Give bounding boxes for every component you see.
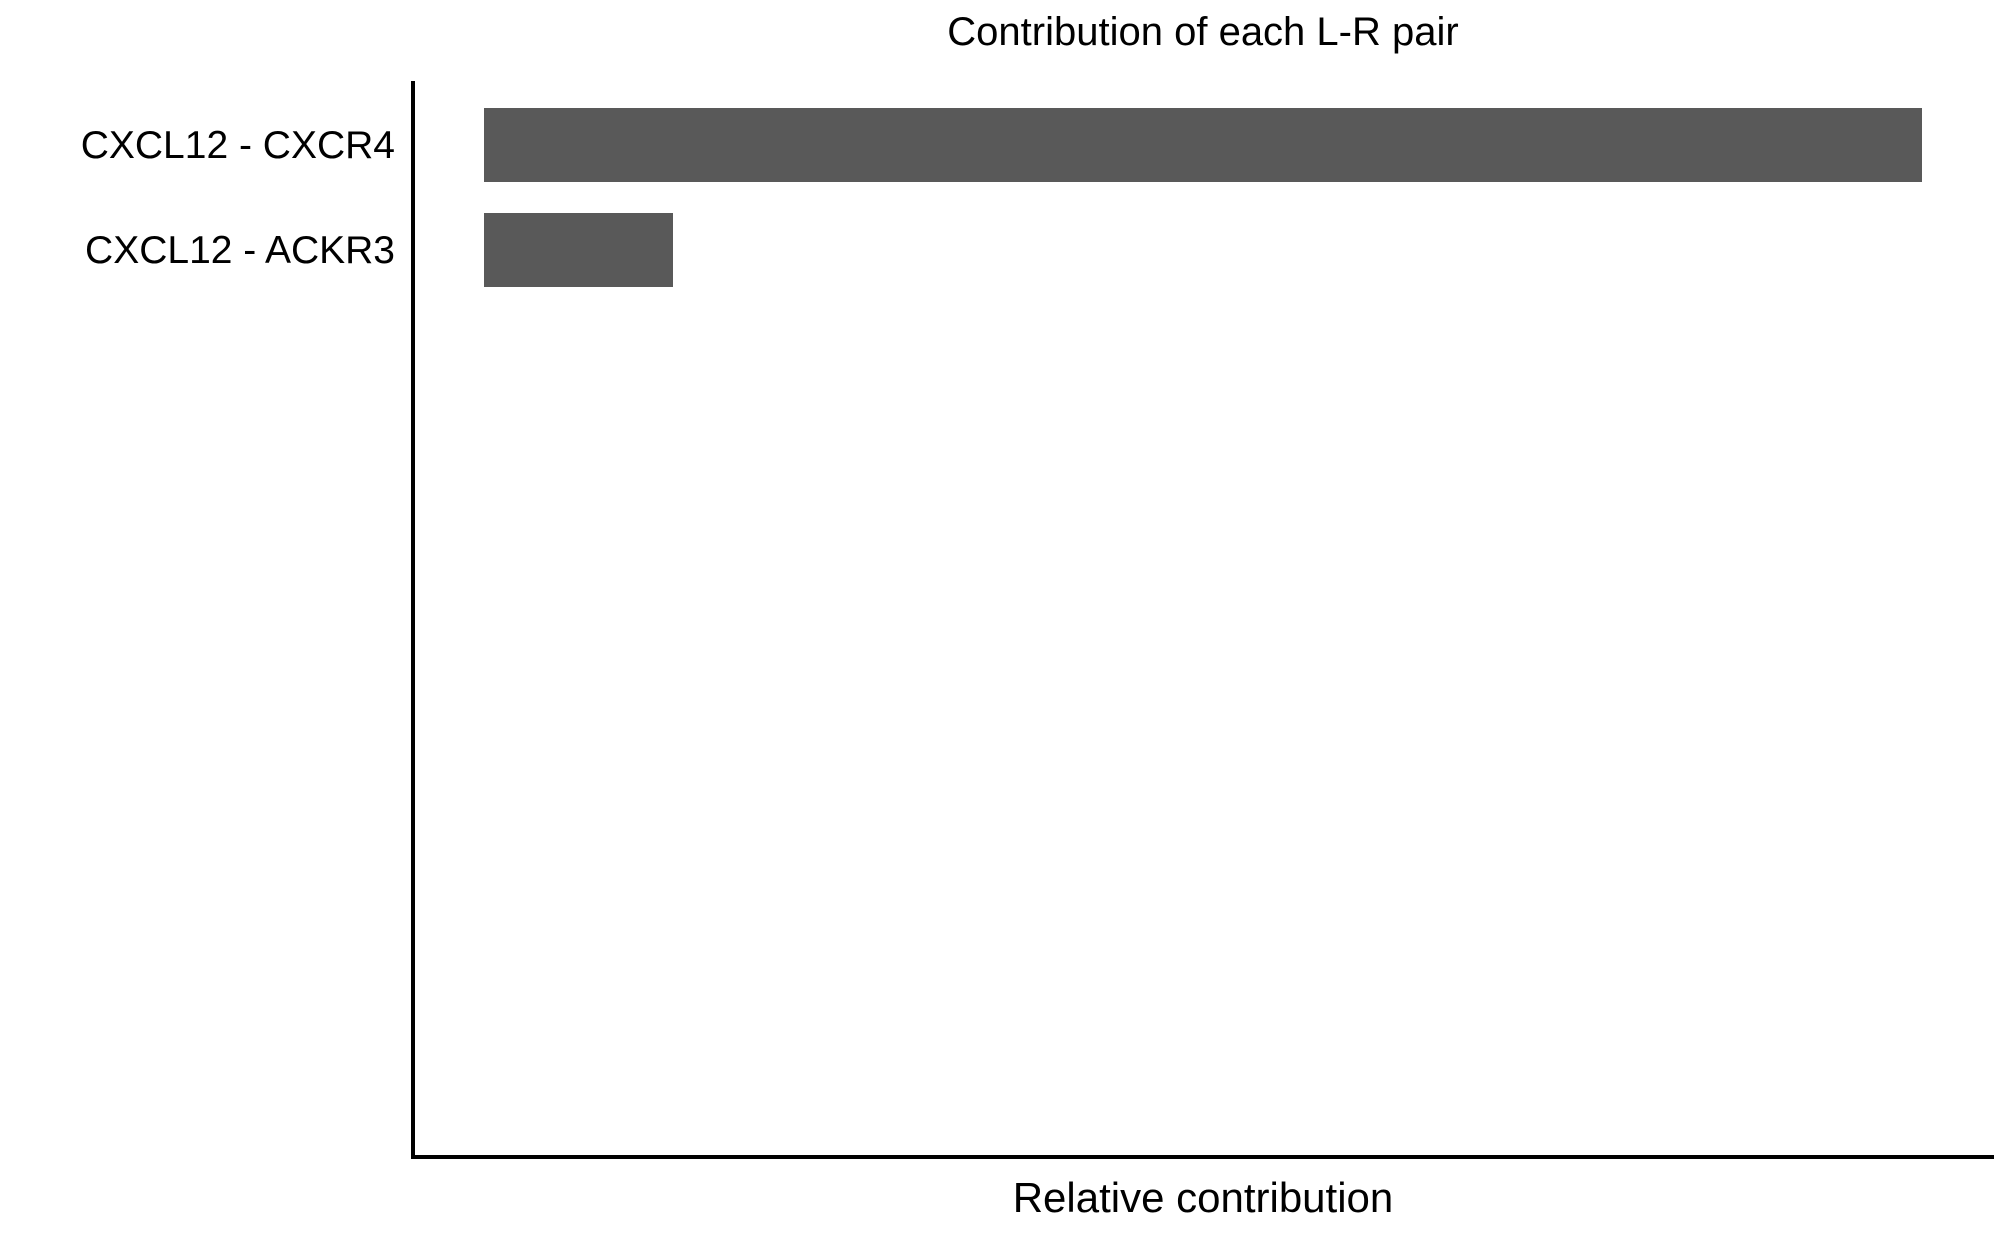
y-axis-tick-label: CXCL12 - ACKR3 — [85, 228, 395, 272]
x-axis-label: Relative contribution — [1012, 1174, 1394, 1221]
y-axis-tick-label: CXCL12 - CXCR4 — [80, 123, 395, 167]
bar — [484, 108, 1922, 182]
chart-title: Contribution of each L-R pair — [947, 10, 1459, 54]
bar — [484, 213, 673, 287]
y-axis-line — [411, 81, 415, 1159]
x-axis-line — [411, 1155, 1994, 1159]
